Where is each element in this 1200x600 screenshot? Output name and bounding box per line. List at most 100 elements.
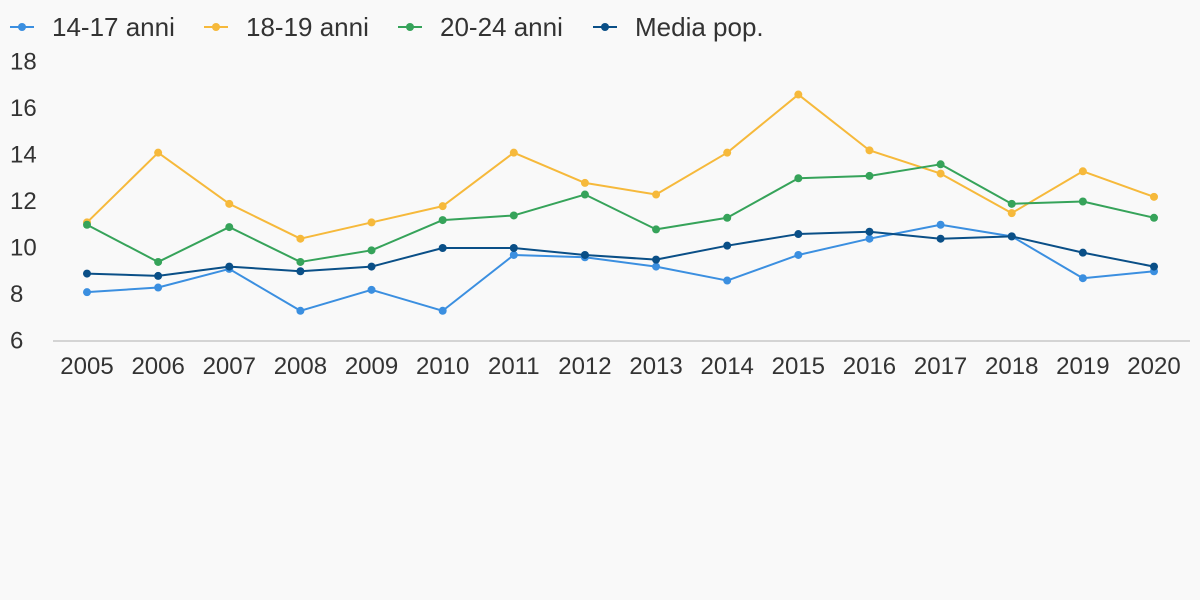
data-point <box>865 234 874 243</box>
data-point <box>865 227 874 236</box>
data-point <box>865 171 874 180</box>
data-point <box>652 190 661 199</box>
x-tick-label: 2018 <box>985 353 1038 380</box>
data-point <box>723 241 732 250</box>
y-axis-ticks: 6 8 10 12 14 16 18 <box>10 49 37 355</box>
x-tick-label: 2014 <box>701 353 754 380</box>
x-tick-label: 2020 <box>1127 353 1180 380</box>
data-point <box>1150 213 1158 222</box>
x-tick-label: 2016 <box>843 353 896 380</box>
x-tick-label: 2006 <box>131 353 184 380</box>
series-layer <box>83 90 1158 315</box>
data-point <box>225 262 234 271</box>
series-line <box>86 93 1155 240</box>
data-point <box>936 169 945 178</box>
data-point <box>154 257 163 266</box>
x-tick-label: 2007 <box>203 353 256 380</box>
series-0 <box>83 220 1158 315</box>
series-1 <box>83 90 1158 243</box>
data-point <box>652 255 661 264</box>
series-line <box>86 223 1155 312</box>
data-point <box>1078 197 1087 206</box>
y-tick-label: 12 <box>10 188 37 215</box>
data-point <box>1150 192 1158 201</box>
data-point <box>794 174 803 183</box>
x-tick-label: 2017 <box>914 353 967 380</box>
legend-item: 20-24 anni <box>398 12 563 42</box>
legend-label: 18-19 anni <box>246 12 369 42</box>
data-point <box>83 288 91 297</box>
legend-item: Media pop. <box>593 12 764 42</box>
x-tick-label: 2011 <box>488 353 540 380</box>
data-point <box>1150 262 1158 271</box>
data-point <box>580 190 589 199</box>
data-point <box>794 230 803 239</box>
data-point <box>580 250 589 259</box>
data-point <box>367 285 376 294</box>
data-point <box>1078 274 1087 283</box>
y-tick-label: 8 <box>10 281 23 308</box>
data-point <box>296 234 305 243</box>
legend-swatch-marker <box>406 23 414 31</box>
data-point <box>225 223 234 232</box>
y-tick-label: 18 <box>10 49 37 76</box>
data-point <box>367 262 376 271</box>
x-tick-label: 2008 <box>274 353 327 380</box>
data-point <box>1078 248 1087 257</box>
data-point <box>367 246 376 255</box>
series-3 <box>83 227 1158 280</box>
series-line <box>86 230 1155 277</box>
data-point <box>509 250 518 259</box>
data-point <box>652 225 661 234</box>
data-point <box>936 220 945 229</box>
data-point <box>865 146 874 155</box>
legend-swatch-marker <box>18 23 26 31</box>
data-point <box>438 306 447 315</box>
x-axis-ticks: 2005 2006 2007 2008 2009 2010 2011 2012 2013 2014… <box>60 353 1180 380</box>
legend-item: 18-19 anni <box>204 12 369 42</box>
data-point <box>1007 232 1016 241</box>
data-point <box>225 199 234 208</box>
x-tick-label: 2010 <box>416 353 469 380</box>
data-point <box>723 148 732 157</box>
x-tick-label: 2019 <box>1056 353 1109 380</box>
data-point <box>296 306 305 315</box>
data-point <box>367 218 376 227</box>
data-point <box>438 216 447 225</box>
data-point <box>1007 209 1016 218</box>
data-point <box>652 262 661 271</box>
legend-label: Media pop. <box>635 12 764 42</box>
legend-label: 14-17 anni <box>52 12 175 42</box>
data-point <box>438 244 447 252</box>
data-point <box>723 276 732 285</box>
data-point <box>1007 199 1016 208</box>
data-point <box>154 148 163 157</box>
data-point <box>936 160 945 169</box>
data-point <box>723 213 732 222</box>
legend-label: 20-24 anni <box>440 12 563 42</box>
x-tick-label: 2013 <box>629 353 682 380</box>
series-2 <box>83 160 1158 266</box>
data-point <box>296 267 305 276</box>
data-point <box>438 202 447 211</box>
x-tick-label: 2005 <box>60 353 113 380</box>
data-point <box>794 250 803 259</box>
data-point <box>794 90 803 99</box>
series-line <box>86 163 1155 263</box>
data-point <box>296 257 305 266</box>
data-point <box>509 148 518 157</box>
data-point <box>154 271 163 280</box>
legend-swatch-marker <box>601 23 609 31</box>
data-point <box>83 269 91 278</box>
data-point <box>83 220 91 229</box>
x-tick-label: 2012 <box>558 353 611 380</box>
y-tick-label: 16 <box>10 95 37 122</box>
data-point <box>936 234 945 243</box>
y-tick-label: 10 <box>10 235 37 262</box>
y-tick-label: 6 <box>10 328 23 355</box>
legend: 14-17 anni 18-19 anni 20-24 anni Media pop. <box>10 12 764 42</box>
data-point <box>580 178 589 187</box>
data-point <box>509 244 518 252</box>
x-tick-label: 2009 <box>345 353 398 380</box>
